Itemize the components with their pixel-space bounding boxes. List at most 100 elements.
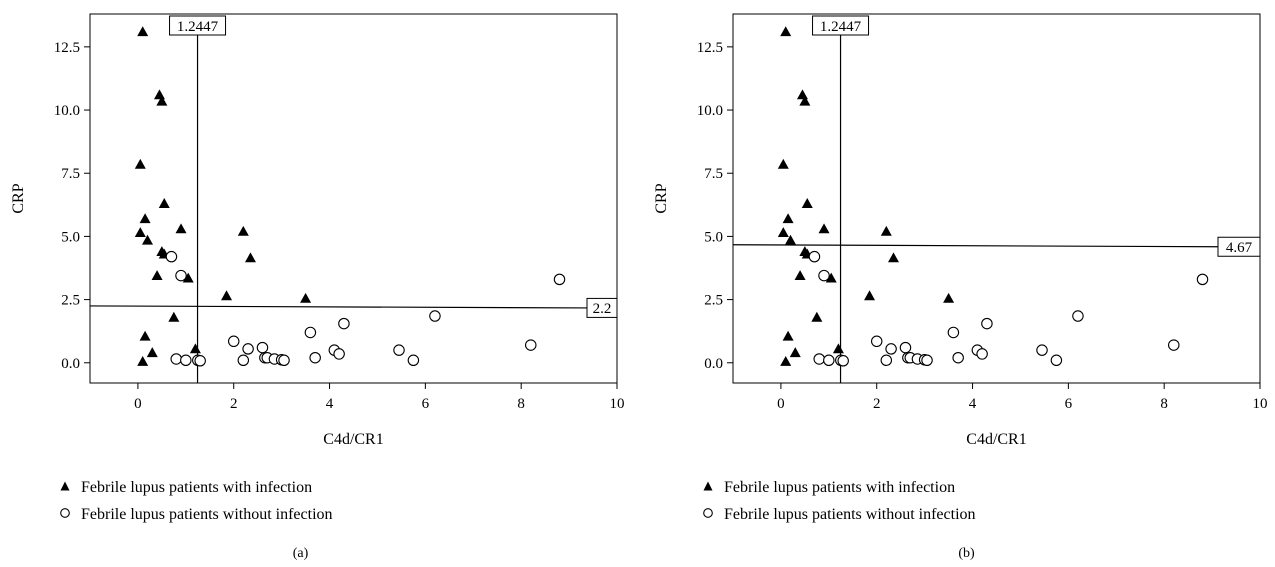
x-tick-label: 8 bbox=[1160, 396, 1168, 412]
data-point-no-infection bbox=[1196, 273, 1209, 286]
legend-label: Febrile lupus patients with infection bbox=[81, 479, 312, 496]
data-point-no-infection bbox=[947, 326, 960, 339]
data-point-infection bbox=[796, 89, 808, 100]
legend-label: Febrile lupus patients without infection bbox=[724, 506, 976, 523]
data-point-no-infection bbox=[227, 335, 240, 348]
data-point-infection bbox=[832, 343, 844, 354]
data-point-no-infection bbox=[808, 250, 821, 263]
data-point-no-infection bbox=[1072, 310, 1084, 322]
data-point-no-infection bbox=[525, 339, 537, 351]
data-point-infection bbox=[782, 213, 794, 224]
legend-label: Febrile lupus patients with infection bbox=[724, 479, 955, 496]
data-point-infection bbox=[864, 290, 876, 301]
legend-marker-no-infection bbox=[60, 508, 70, 518]
y-tick-label: 7.5 bbox=[704, 166, 723, 182]
data-point-no-infection bbox=[393, 344, 405, 356]
x-tick-label: 6 bbox=[422, 396, 430, 412]
y-tick-label: 12.5 bbox=[697, 40, 723, 56]
plot-frame bbox=[89, 13, 618, 384]
data-point-infection bbox=[146, 347, 158, 358]
cutoff-x-label: 1.2447 bbox=[820, 19, 862, 35]
data-point-infection bbox=[175, 223, 187, 234]
data-point-infection bbox=[300, 292, 312, 303]
panel-label: (b) bbox=[958, 546, 975, 561]
data-point-infection bbox=[137, 356, 149, 366]
data-point-infection bbox=[777, 158, 789, 169]
data-point-infection bbox=[799, 95, 811, 106]
data-point-no-infection bbox=[823, 354, 835, 367]
data-point-no-infection bbox=[899, 341, 912, 354]
data-point-no-infection bbox=[880, 354, 893, 367]
y-tick-label: 10.0 bbox=[54, 103, 80, 119]
y-tick-label: 0.0 bbox=[61, 356, 80, 372]
data-point-infection bbox=[777, 227, 789, 238]
data-point-no-infection bbox=[870, 335, 883, 348]
scatter-chart-b: 0 2 4 6 8 10 0.0 2.5 5.0 7.5 10.0 12.5 C4d/CR1 CRP 1.2… bbox=[653, 13, 1268, 561]
data-point-infection bbox=[134, 227, 146, 238]
y-tick-label: 7.5 bbox=[61, 166, 80, 182]
data-point-infection bbox=[153, 89, 165, 100]
y-tick-label: 10.0 bbox=[697, 103, 723, 119]
data-point-infection bbox=[141, 234, 153, 245]
data-point-no-infection bbox=[256, 341, 269, 354]
x-tick-label: 4 bbox=[969, 396, 977, 412]
data-point-infection bbox=[139, 330, 151, 341]
y-tick-label: 5.0 bbox=[61, 229, 80, 245]
data-point-no-infection bbox=[921, 354, 933, 367]
data-point-infection bbox=[780, 356, 792, 366]
plot-frame bbox=[732, 13, 1261, 384]
data-point-infection bbox=[825, 272, 837, 283]
data-point-infection bbox=[887, 252, 899, 263]
data-point-no-infection bbox=[1036, 344, 1048, 356]
y-tick-label: 0.0 bbox=[704, 356, 723, 372]
data-point-infection bbox=[189, 343, 201, 354]
scatter-chart-a: 0 2 4 6 8 10 0.0 2.5 5.0 7.5 10.0 12.5 C4d/CR1 CRP 1.2… bbox=[10, 13, 625, 561]
y-tick-label: 5.0 bbox=[704, 229, 723, 245]
data-point-infection bbox=[137, 26, 149, 37]
x-tick-label: 2 bbox=[873, 396, 881, 412]
y-tick-label: 2.5 bbox=[61, 293, 80, 309]
legend-marker-no-infection bbox=[703, 508, 713, 518]
data-point-infection bbox=[139, 213, 151, 224]
data-point-infection bbox=[789, 347, 801, 358]
data-point-no-infection bbox=[553, 273, 566, 286]
cutoff-x-label-box bbox=[812, 15, 870, 36]
data-point-no-infection bbox=[175, 269, 187, 282]
data-point-no-infection bbox=[180, 354, 192, 367]
data-point-infection bbox=[943, 292, 955, 303]
data-point-no-infection bbox=[1050, 354, 1063, 367]
data-point-no-infection bbox=[1168, 339, 1180, 351]
data-point-no-infection bbox=[170, 353, 182, 365]
legend-label: Febrile lupus patients without infection bbox=[81, 506, 333, 523]
cutoff-x-label-box bbox=[169, 15, 227, 36]
data-point-no-infection bbox=[242, 343, 254, 355]
x-tick-label: 10 bbox=[610, 396, 625, 412]
y-tick-label: 12.5 bbox=[54, 40, 80, 56]
y-axis-label: CRP bbox=[10, 183, 27, 213]
panel-label: (a) bbox=[293, 546, 309, 561]
chart-panel-a: 0 2 4 6 8 10 0.0 2.5 5.0 7.5 10.0 12.5 C4d/CR1 CRP 1.2… bbox=[0, 0, 637, 567]
data-point-infection bbox=[244, 252, 256, 263]
data-point-no-infection bbox=[981, 317, 993, 330]
data-point-no-infection bbox=[333, 348, 345, 360]
x-tick-label: 6 bbox=[1065, 396, 1073, 412]
x-axis-label: C4d/CR1 bbox=[966, 431, 1026, 448]
legend-marker-infection bbox=[60, 481, 70, 491]
data-point-infection bbox=[156, 95, 168, 106]
data-point-no-infection bbox=[813, 353, 825, 365]
data-point-no-infection bbox=[976, 348, 988, 360]
data-point-infection bbox=[158, 198, 170, 208]
cutoff-x-label: 1.2447 bbox=[177, 19, 219, 35]
data-point-no-infection bbox=[237, 354, 250, 367]
data-point-infection bbox=[818, 223, 830, 234]
data-point-infection bbox=[794, 270, 806, 280]
x-axis-label: C4d/CR1 bbox=[323, 431, 383, 448]
y-tick-label: 2.5 bbox=[704, 293, 723, 309]
data-point-no-infection bbox=[165, 250, 178, 263]
data-point-infection bbox=[237, 225, 249, 236]
x-tick-label: 10 bbox=[1253, 396, 1268, 412]
data-point-infection bbox=[801, 198, 813, 208]
x-tick-label: 2 bbox=[230, 396, 238, 412]
data-point-infection bbox=[811, 311, 823, 322]
legend-marker-infection bbox=[703, 481, 713, 491]
